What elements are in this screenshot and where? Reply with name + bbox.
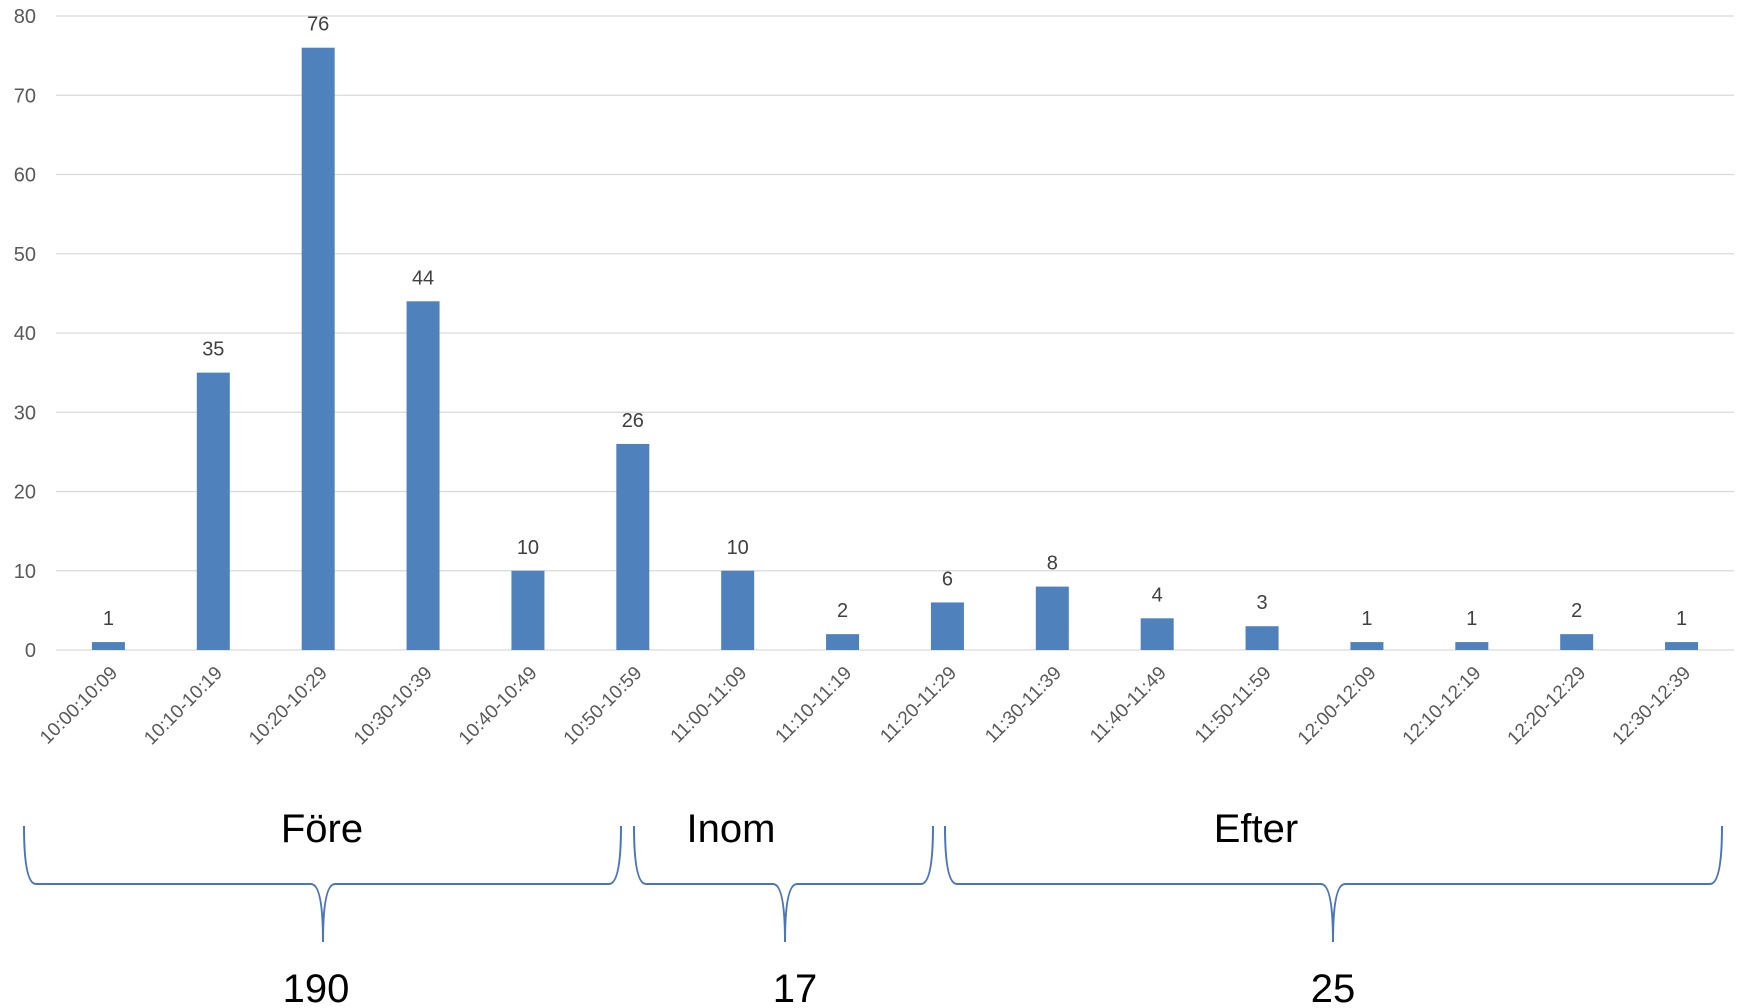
data-label: 2 — [1571, 600, 1582, 622]
y-tick-label: 20 — [14, 482, 36, 504]
group-0: Före 190 — [23, 807, 622, 1008]
bar — [196, 372, 230, 650]
bar — [1245, 626, 1279, 650]
x-tick-label: 11:10-11:19 — [772, 663, 857, 748]
bar — [91, 642, 125, 650]
data-label: 1 — [1676, 608, 1687, 630]
x-tick-label: 10:30-10:39 — [350, 663, 437, 750]
data-label: 8 — [1047, 553, 1058, 575]
brace — [944, 825, 1723, 943]
group-annotations: Före 190 Inom 17 Efter 25 — [23, 807, 1723, 1008]
group-1: Inom 17 — [633, 807, 934, 1008]
data-label: 1 — [1361, 608, 1372, 630]
x-tick-label: 11:20-11:29 — [876, 663, 961, 748]
y-tick-label: 40 — [14, 323, 36, 345]
y-tick-label: 80 — [14, 6, 36, 28]
x-tick-label: 10:20-10:29 — [245, 663, 332, 750]
data-label: 3 — [1257, 592, 1268, 614]
bar — [1455, 642, 1489, 650]
x-tick-label: 11:50-11:59 — [1191, 663, 1276, 748]
x-tick-label: 12:20-12:29 — [1504, 663, 1591, 750]
x-tick-label: 10:40-10:49 — [455, 663, 542, 750]
data-label: 10 — [517, 537, 539, 559]
x-tick-label: 11:40-11:49 — [1086, 663, 1171, 748]
group-total: 190 — [283, 967, 350, 1008]
bar — [301, 47, 335, 650]
bar — [1560, 634, 1594, 650]
group-label: Inom — [687, 807, 776, 851]
y-tick-label: 60 — [14, 165, 36, 187]
x-tick-label: 12:10-12:19 — [1399, 663, 1486, 750]
x-tick-label: 10:00:10:09 — [36, 663, 122, 749]
group-label: Efter — [1214, 807, 1298, 851]
x-tick-label: 12:30-12:39 — [1609, 663, 1696, 750]
bar — [511, 570, 545, 650]
data-label: 1 — [103, 608, 114, 630]
bar — [1665, 642, 1699, 650]
y-axis-ticks: 0 10 20 30 40 50 60 70 80 — [14, 6, 36, 662]
data-label: 4 — [1152, 584, 1163, 606]
x-tick-label: 10:50-10:59 — [560, 663, 647, 750]
y-tick-label: 10 — [14, 561, 36, 583]
x-axis-ticks: 10:00:10:09 10:10-10:19 10:20-10:29 10:30-1… — [36, 663, 1695, 750]
data-label: 2 — [837, 600, 848, 622]
brace — [633, 825, 934, 943]
data-label: 26 — [622, 410, 644, 432]
group-2: Efter 25 — [944, 807, 1723, 1008]
data-label: 35 — [202, 339, 224, 361]
group-label: Före — [281, 807, 363, 851]
y-tick-label: 50 — [14, 244, 36, 266]
y-tick-label: 70 — [14, 85, 36, 107]
brace — [23, 825, 622, 943]
group-total: 25 — [1311, 967, 1356, 1008]
bar — [1140, 618, 1174, 650]
x-tick-label: 11:30-11:39 — [981, 663, 1066, 748]
data-label: 44 — [412, 267, 434, 289]
bars — [91, 47, 1699, 650]
group-total: 17 — [773, 967, 818, 1008]
y-tick-label: 0 — [25, 640, 36, 662]
data-label: 1 — [1466, 608, 1477, 630]
bar — [406, 301, 440, 650]
x-tick-label: 10:10-10:19 — [140, 663, 227, 750]
data-label: 10 — [727, 537, 749, 559]
data-label: 76 — [307, 14, 329, 36]
data-label: 6 — [942, 568, 953, 590]
bar — [1035, 586, 1069, 650]
x-tick-label: 11:00-11:09 — [667, 663, 752, 748]
bar — [826, 634, 860, 650]
bar — [721, 570, 755, 650]
bar — [1350, 642, 1384, 650]
bar — [616, 443, 650, 650]
gridlines — [56, 15, 1734, 651]
y-tick-label: 30 — [14, 402, 36, 424]
x-tick-label: 12:00-12:09 — [1294, 663, 1381, 750]
bar — [930, 602, 964, 650]
